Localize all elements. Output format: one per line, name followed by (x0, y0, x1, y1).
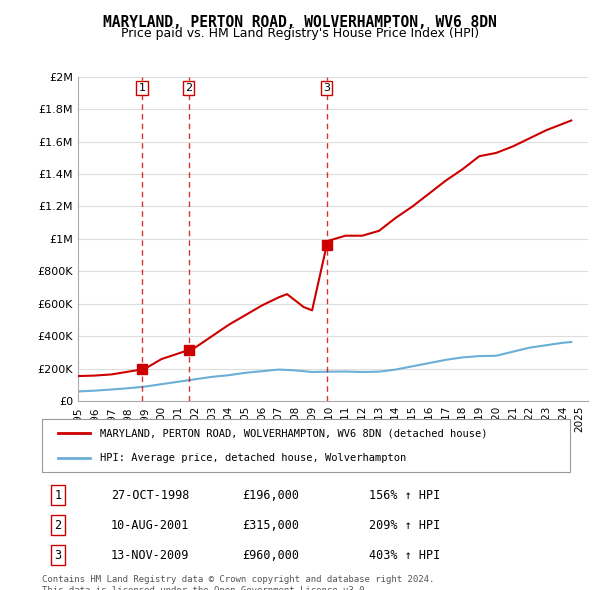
Text: Price paid vs. HM Land Registry's House Price Index (HPI): Price paid vs. HM Land Registry's House … (121, 27, 479, 40)
Text: 2: 2 (185, 83, 192, 93)
Text: 1: 1 (54, 489, 61, 502)
Text: 156% ↑ HPI: 156% ↑ HPI (370, 489, 440, 502)
Text: 2: 2 (54, 519, 61, 532)
Text: £315,000: £315,000 (242, 519, 299, 532)
Text: £960,000: £960,000 (242, 549, 299, 562)
Text: 3: 3 (54, 549, 61, 562)
Text: 3: 3 (323, 83, 330, 93)
Text: 13-NOV-2009: 13-NOV-2009 (110, 549, 189, 562)
Text: 403% ↑ HPI: 403% ↑ HPI (370, 549, 440, 562)
Text: Contains HM Land Registry data © Crown copyright and database right 2024.
This d: Contains HM Land Registry data © Crown c… (42, 575, 434, 590)
Text: £196,000: £196,000 (242, 489, 299, 502)
Text: MARYLAND, PERTON ROAD, WOLVERHAMPTON, WV6 8DN: MARYLAND, PERTON ROAD, WOLVERHAMPTON, WV… (103, 15, 497, 30)
Text: 27-OCT-1998: 27-OCT-1998 (110, 489, 189, 502)
Text: 10-AUG-2001: 10-AUG-2001 (110, 519, 189, 532)
Text: 209% ↑ HPI: 209% ↑ HPI (370, 519, 440, 532)
Text: 1: 1 (139, 83, 146, 93)
Text: MARYLAND, PERTON ROAD, WOLVERHAMPTON, WV6 8DN (detached house): MARYLAND, PERTON ROAD, WOLVERHAMPTON, WV… (100, 428, 488, 438)
FancyBboxPatch shape (42, 419, 570, 472)
Text: HPI: Average price, detached house, Wolverhampton: HPI: Average price, detached house, Wolv… (100, 453, 406, 463)
